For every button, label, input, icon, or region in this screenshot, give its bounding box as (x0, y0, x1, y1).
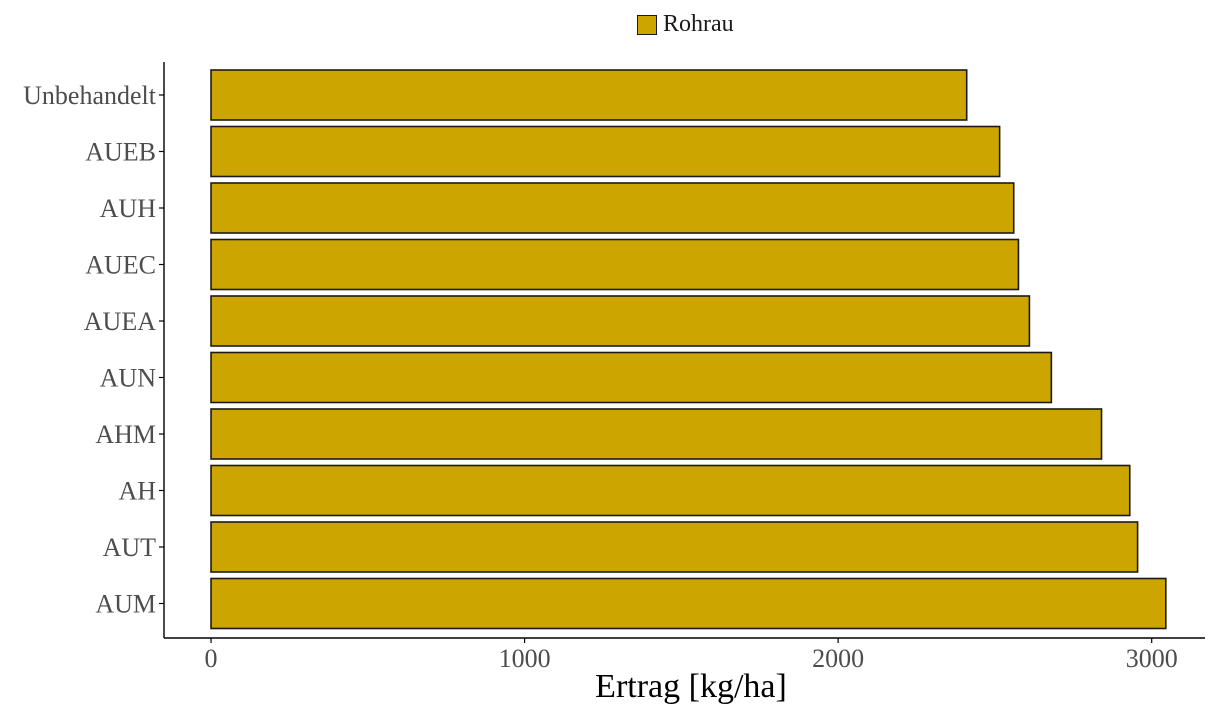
bar-aun (210, 351, 1053, 404)
x-tick-label: 2000 (812, 644, 864, 673)
y-tick-label: Unbehandelt (23, 81, 157, 110)
bar-ahm (210, 408, 1103, 460)
bar-aut (210, 521, 1139, 573)
y-tick-label: AUM (95, 590, 156, 619)
y-tick-label: AUN (100, 364, 157, 393)
bar-aum (210, 577, 1167, 630)
y-tick-label: AUEC (85, 251, 156, 280)
x-tick-label: 0 (205, 644, 218, 673)
legend: Rohrau (637, 11, 734, 38)
legend-label: Rohrau (663, 11, 734, 37)
y-tick-label: AHM (95, 420, 156, 449)
y-tick-label: AUH (100, 194, 157, 223)
bar-auec (210, 238, 1020, 291)
y-tick-label: AUT (103, 533, 157, 562)
x-tick-label: 3000 (1126, 644, 1178, 673)
x-tick-label: 1000 (499, 644, 551, 673)
bar-auea (210, 295, 1031, 347)
y-axis-ticks: Unbehandelt AUEB AUH AUEC AUEA AUN AHM AH AUT AUM (23, 81, 164, 619)
bar-auh (210, 182, 1015, 234)
bar-unbehandelt (210, 69, 968, 121)
y-tick-label: AUEA (84, 307, 156, 336)
x-axis-ticks: 0 1000 2000 3000 (205, 638, 1178, 673)
y-tick-label: AUEB (85, 138, 156, 167)
bar-aueb (210, 125, 1001, 178)
bar-ah (210, 464, 1131, 517)
bars-group (210, 69, 1167, 630)
x-axis-title: Ertrag [kg/ha] (595, 668, 787, 704)
y-tick-label: AH (118, 477, 156, 506)
legend-swatch (637, 14, 657, 35)
